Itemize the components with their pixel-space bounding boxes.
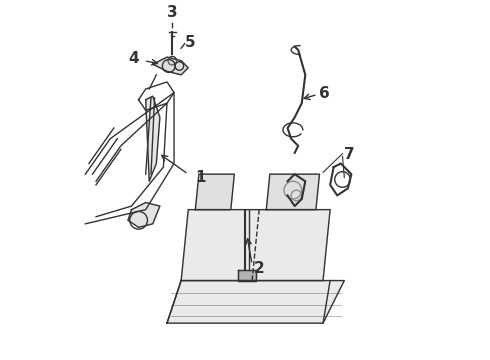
Polygon shape [167, 280, 344, 323]
Text: 2: 2 [254, 261, 265, 276]
Text: 1: 1 [196, 170, 206, 185]
Text: 3: 3 [167, 5, 177, 20]
Text: 6: 6 [319, 86, 330, 101]
Text: 4: 4 [128, 51, 139, 66]
Text: 7: 7 [344, 147, 355, 162]
Polygon shape [153, 57, 188, 75]
Polygon shape [146, 96, 160, 181]
Polygon shape [266, 174, 319, 210]
Text: 5: 5 [185, 35, 196, 50]
Polygon shape [196, 174, 234, 210]
Polygon shape [128, 203, 160, 228]
Polygon shape [238, 270, 256, 280]
Polygon shape [181, 210, 330, 280]
